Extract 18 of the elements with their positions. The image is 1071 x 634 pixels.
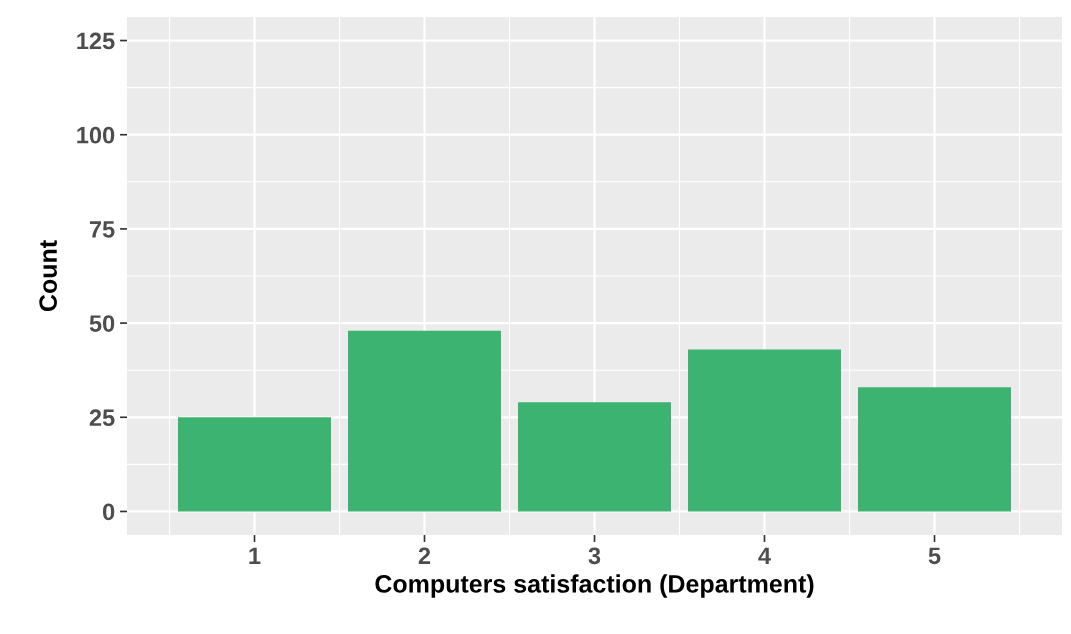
bar — [518, 402, 671, 512]
y-axis-title: Count — [39, 240, 57, 312]
bar — [688, 349, 841, 512]
y-tick-label: 75 — [89, 221, 115, 238]
x-tick-label: 3 — [588, 547, 601, 565]
y-tick-label: 100 — [77, 126, 115, 144]
y-tick-label: 25 — [89, 409, 115, 427]
bar — [178, 417, 331, 512]
y-tick-label: 50 — [89, 315, 115, 332]
x-tick-label: 2 — [418, 547, 431, 564]
x-tick-label: 4 — [758, 547, 771, 564]
x-axis-title: Computers satisfaction (Department) — [375, 574, 814, 598]
y-tick-label: 125 — [77, 32, 115, 50]
x-tick-label: 1 — [249, 547, 261, 564]
y-tick-label: 0 — [103, 503, 115, 521]
bar — [858, 387, 1011, 512]
x-tick-label: 5 — [928, 547, 941, 565]
bar — [348, 330, 501, 512]
